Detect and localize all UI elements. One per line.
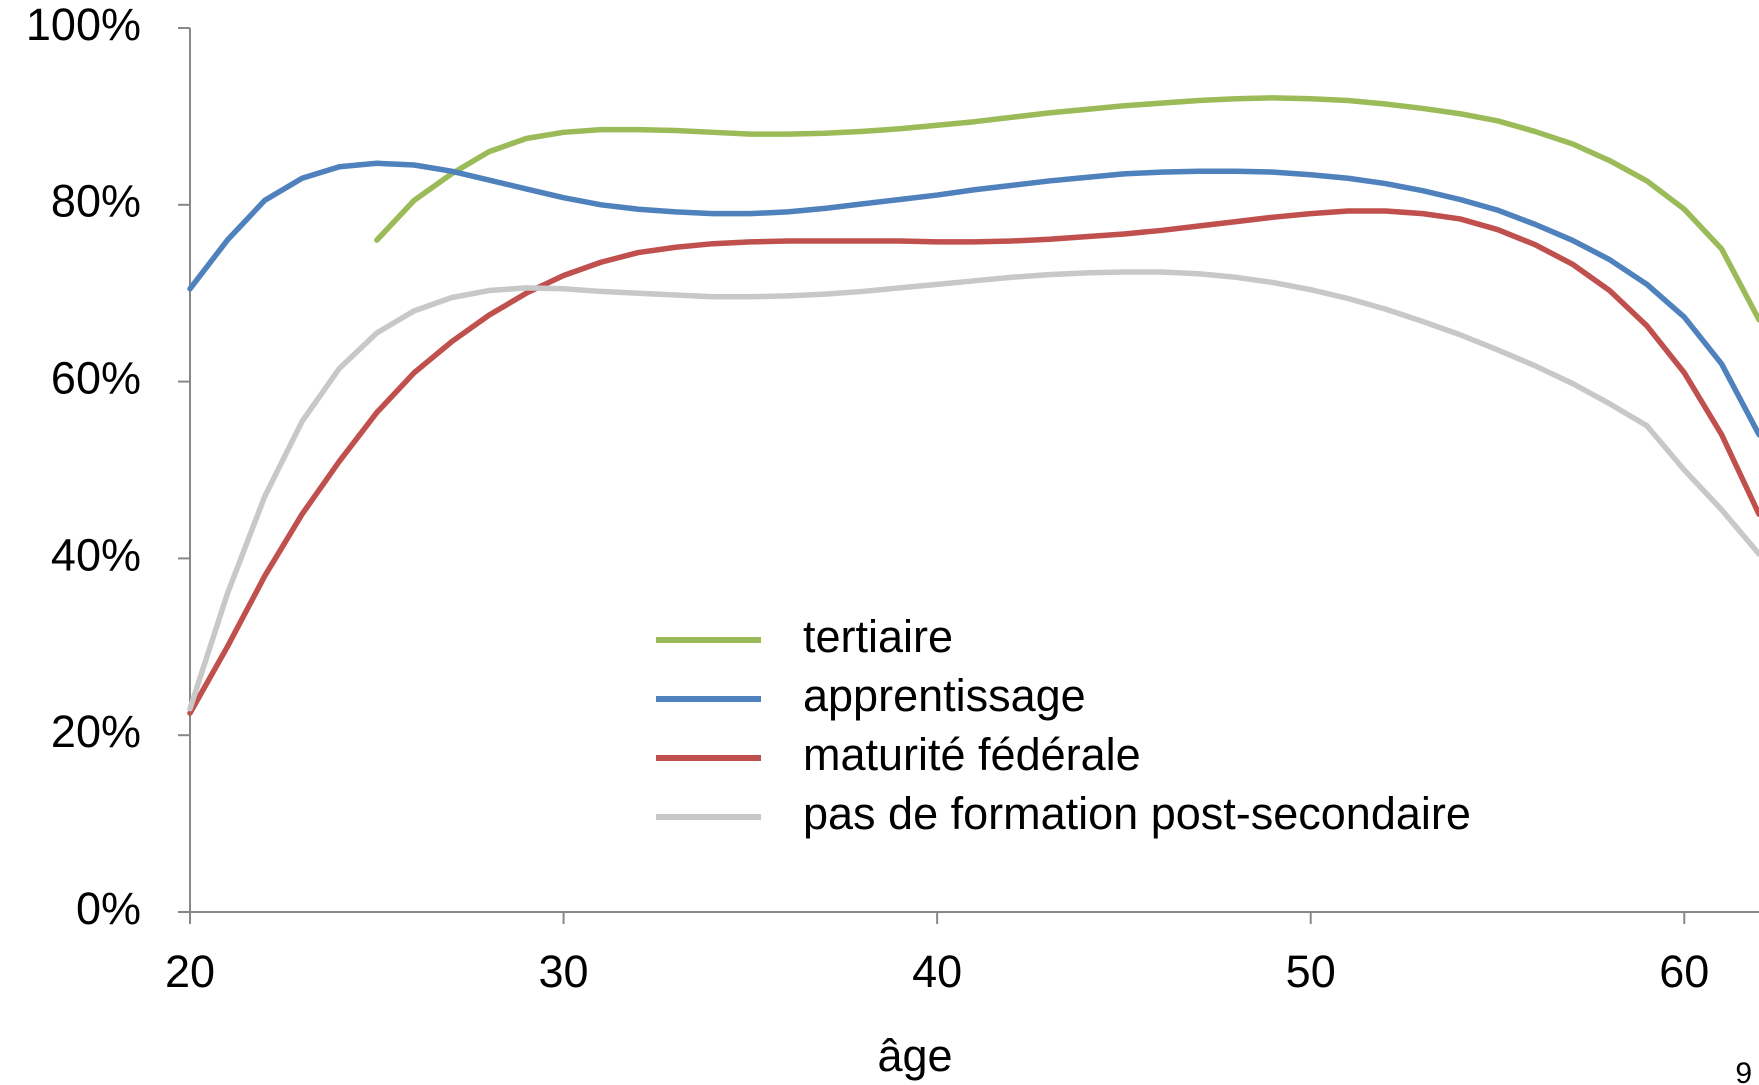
series-line [187, 269, 1759, 712]
x-axis-label: âge [877, 1030, 952, 1081]
series-line [374, 95, 1759, 323]
series-line [187, 160, 1759, 438]
legend-label: pas de formation post-secondaire [803, 788, 1471, 839]
y-tick-label: 60% [51, 352, 141, 403]
x-tick-label: 20 [165, 946, 215, 997]
legend-label: maturité fédérale [803, 729, 1141, 780]
x-tick-label: 40 [912, 946, 962, 997]
x-tick-label: 50 [1286, 946, 1336, 997]
y-tick-label: 100% [26, 0, 141, 50]
page-number: 9 [1735, 1057, 1752, 1085]
legend-label: tertiaire [803, 611, 953, 662]
x-tick-label: 30 [539, 946, 589, 997]
legend-label: apprentissage [803, 670, 1086, 721]
y-tick-label: 0% [76, 883, 141, 934]
y-tick-label: 80% [51, 176, 141, 227]
y-tick-label: 20% [51, 706, 141, 757]
x-tick-label: 60 [1659, 946, 1709, 997]
y-tick-label: 40% [51, 529, 141, 580]
series-line [187, 208, 1759, 716]
